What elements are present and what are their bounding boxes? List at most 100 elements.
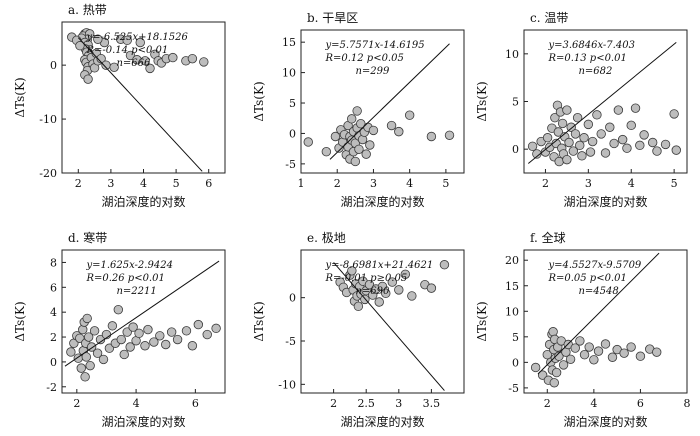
data-point	[145, 63, 155, 74]
data-point	[426, 131, 437, 142]
panel-title: a. 热带	[68, 3, 107, 17]
data-point	[551, 367, 562, 378]
data-point	[135, 37, 145, 48]
data-point	[542, 349, 552, 360]
y-axis-label: ΔTs(K)	[475, 301, 489, 341]
data-point	[575, 140, 585, 151]
data-point	[550, 113, 560, 123]
y-tick-label: 4	[50, 306, 57, 319]
data-point	[119, 349, 129, 360]
data-point	[549, 378, 559, 388]
panel-title: f. 全球	[530, 230, 566, 245]
data-point	[630, 103, 641, 113]
data-point	[444, 130, 455, 140]
data-point	[181, 326, 192, 336]
data-point	[407, 291, 417, 301]
panel-title: e. 极地	[307, 231, 346, 245]
x-tick-label: 4	[406, 177, 413, 190]
data-point	[575, 336, 585, 346]
data-point	[671, 145, 681, 155]
x-tick-label: 6	[637, 397, 644, 410]
y-tick-label: 8	[50, 256, 57, 269]
panel-title: d. 寒带	[68, 230, 107, 245]
data-point	[652, 146, 662, 156]
data-point	[617, 134, 628, 145]
data-point	[579, 349, 590, 360]
data-point	[589, 355, 599, 365]
annotation-line: n=2211	[116, 286, 156, 297]
annotation-line: n=299	[355, 66, 390, 77]
data-point	[361, 149, 371, 159]
data-point	[354, 144, 364, 154]
data-point	[364, 279, 375, 290]
annotation-line: n=666	[116, 58, 151, 69]
data-point	[365, 140, 375, 150]
x-axis-label: 湖泊深度的对数	[340, 194, 424, 209]
x-axis-label: 湖泊深度的对数	[101, 194, 185, 209]
data-point	[635, 140, 645, 151]
x-tick-label: 3	[107, 177, 114, 190]
data-point	[381, 288, 391, 299]
x-tick-label: 5	[671, 177, 678, 190]
data-point	[83, 74, 93, 84]
data-point	[122, 327, 132, 337]
data-point	[568, 146, 579, 156]
annotation-line: n=690	[355, 286, 390, 297]
annotation-line: y=1.625x-2.9424	[85, 260, 173, 271]
data-point	[386, 120, 397, 131]
plot-frame	[300, 29, 465, 174]
data-point	[562, 105, 572, 115]
annotation-line: y=5.7571x-14.6195	[324, 40, 424, 51]
y-tick-label: 10	[282, 67, 296, 80]
data-point	[76, 363, 86, 373]
data-point	[368, 125, 379, 136]
data-point	[166, 327, 177, 337]
x-tick-label: 8	[684, 397, 691, 410]
y-tick-label: 2	[50, 331, 57, 344]
data-point	[557, 118, 568, 129]
y-tick-label: -10	[278, 378, 296, 391]
data-point	[572, 113, 583, 123]
data-point	[353, 301, 364, 312]
data-point	[394, 285, 404, 295]
data-point	[619, 348, 629, 358]
x-tick-label: 2	[542, 177, 549, 190]
data-point	[585, 147, 596, 157]
x-tick-label: 3	[370, 177, 377, 190]
data-point	[554, 351, 564, 361]
x-tick-label: 2	[334, 177, 341, 190]
data-point	[565, 354, 576, 364]
y-tick-label: 5	[512, 96, 519, 109]
x-tick-label: 5	[442, 177, 449, 190]
data-point	[613, 105, 624, 115]
data-point	[387, 277, 397, 287]
regression-line	[329, 43, 450, 160]
chart-panel-5: 2 2.5 3 3.5 -10 -5 0 y=-8.6981x+21.4621 R=-0.01 …	[252, 231, 465, 429]
data-point	[172, 334, 183, 345]
data-point	[404, 110, 415, 120]
regression-line	[64, 260, 220, 367]
y-tick-label: 15	[505, 280, 519, 293]
data-point	[161, 339, 171, 350]
y-tick-label: -5	[285, 158, 296, 171]
annotation-line: R=0.05 p<0.01	[547, 273, 626, 284]
y-tick-label: -5	[508, 382, 519, 395]
marks-group	[67, 28, 209, 172]
data-point	[558, 360, 569, 370]
data-point	[128, 322, 138, 332]
data-point	[149, 337, 159, 347]
panel-title: c. 温带	[530, 11, 568, 25]
data-point	[330, 131, 341, 142]
y-tick-label: 0	[512, 143, 519, 156]
y-tick-label: 0	[512, 356, 519, 369]
data-point	[199, 57, 209, 67]
annotation-line: R=-0.14 p<0.01	[85, 45, 168, 56]
x-tick-label: 2.5	[357, 397, 375, 410]
annotation-line: y=3.6846x-7.403	[547, 40, 635, 51]
y-tick-label: -2	[46, 381, 57, 394]
data-point	[116, 334, 126, 345]
annotation-line: R=0.12 p<0.05	[324, 53, 403, 64]
x-tick-label: 6	[205, 177, 212, 190]
data-point	[647, 137, 658, 148]
annotation-line: n=4548	[578, 286, 618, 297]
